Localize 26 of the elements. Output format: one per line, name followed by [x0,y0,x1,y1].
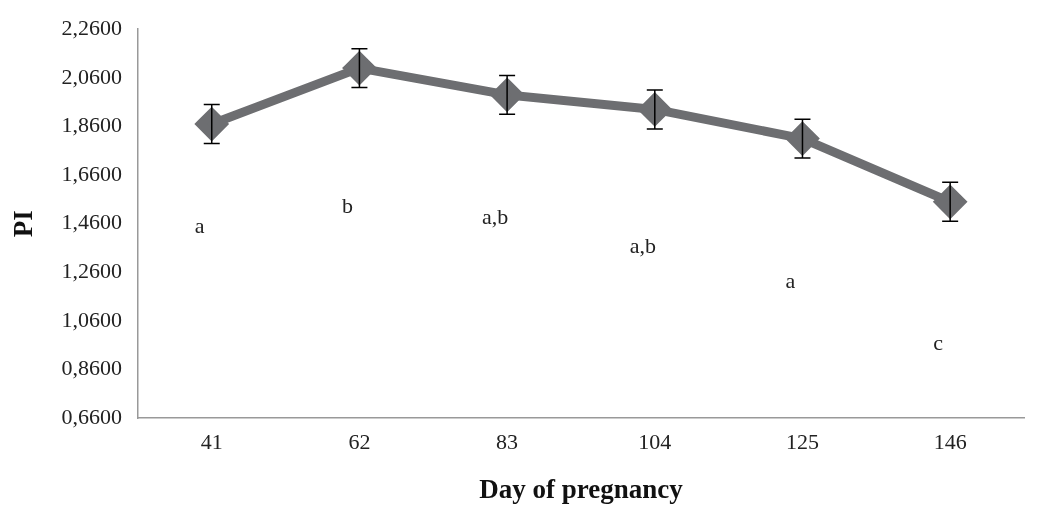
x-tick-label: 125 [785,429,819,455]
point [343,52,375,84]
y-tick-label: 0,8600 [61,355,122,381]
annotation: a,b [481,203,509,229]
annotation: a [785,267,796,293]
y-tick-label: 1,4600 [61,209,122,235]
y-tick-label: 2,2600 [61,14,122,40]
y-tick-label: 1,8600 [61,112,122,138]
x-tick-label: 104 [638,429,672,455]
annotation: a,b [629,232,656,258]
y-tick-label: 0,6600 [61,403,122,429]
annotation: a [194,212,205,238]
y-tick-label: 1,0600 [61,306,122,332]
x-tick-label: 41 [200,429,223,455]
x-tick-label: 146 [933,429,967,455]
x-tick-label: 83 [496,429,519,455]
annotation: c [933,329,944,355]
x-tick-label: 62 [348,429,371,455]
y-tick-label: 2,0600 [61,63,122,89]
annotation: b [341,192,353,218]
y-tick-label: 1,2600 [61,258,122,284]
x-axis-title: Day of pregnancy [479,473,684,504]
point [786,123,818,155]
y-axis-title: PI [8,210,39,238]
y-tick-label: 1,6600 [61,160,122,186]
point [196,108,228,140]
